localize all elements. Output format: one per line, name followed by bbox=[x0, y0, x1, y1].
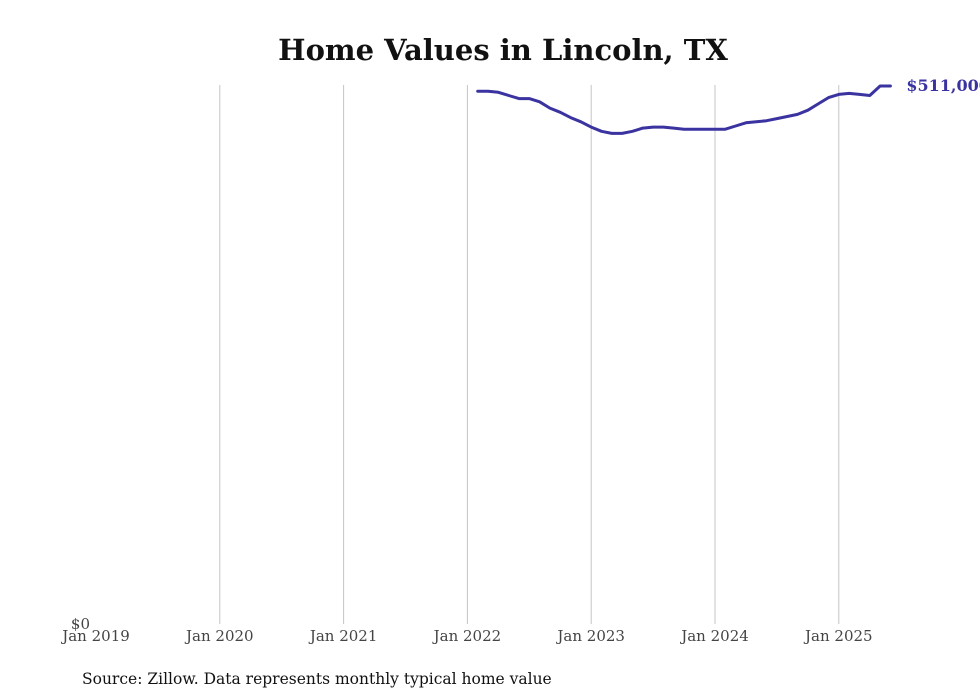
home-value-line bbox=[476, 84, 892, 135]
x-axis-ticks: Jan 2019 Jan 2020 Jan 2021 Jan 2022 Jan 2023… bbox=[60, 627, 872, 645]
x-tick-label: Jan 2025 bbox=[803, 627, 873, 645]
x-tick-label: Jan 2020 bbox=[184, 627, 254, 645]
source-note: Source: Zillow. Data represents monthly … bbox=[82, 670, 552, 688]
x-tick-label: Jan 2021 bbox=[308, 627, 378, 645]
x-tick-label: Jan 2022 bbox=[432, 627, 502, 645]
end-value-label: $511,000 bbox=[906, 76, 980, 95]
y-tick-label: $0 bbox=[71, 615, 90, 633]
x-tick-label: Jan 2019 bbox=[60, 627, 130, 645]
x-tick-label: Jan 2024 bbox=[679, 627, 749, 645]
y-axis-ticks: $0 bbox=[71, 615, 90, 633]
grid-lines bbox=[219, 85, 840, 624]
x-tick-label: Jan 2023 bbox=[555, 627, 625, 645]
chart-title: Home Values in Lincoln, TX bbox=[278, 33, 728, 67]
